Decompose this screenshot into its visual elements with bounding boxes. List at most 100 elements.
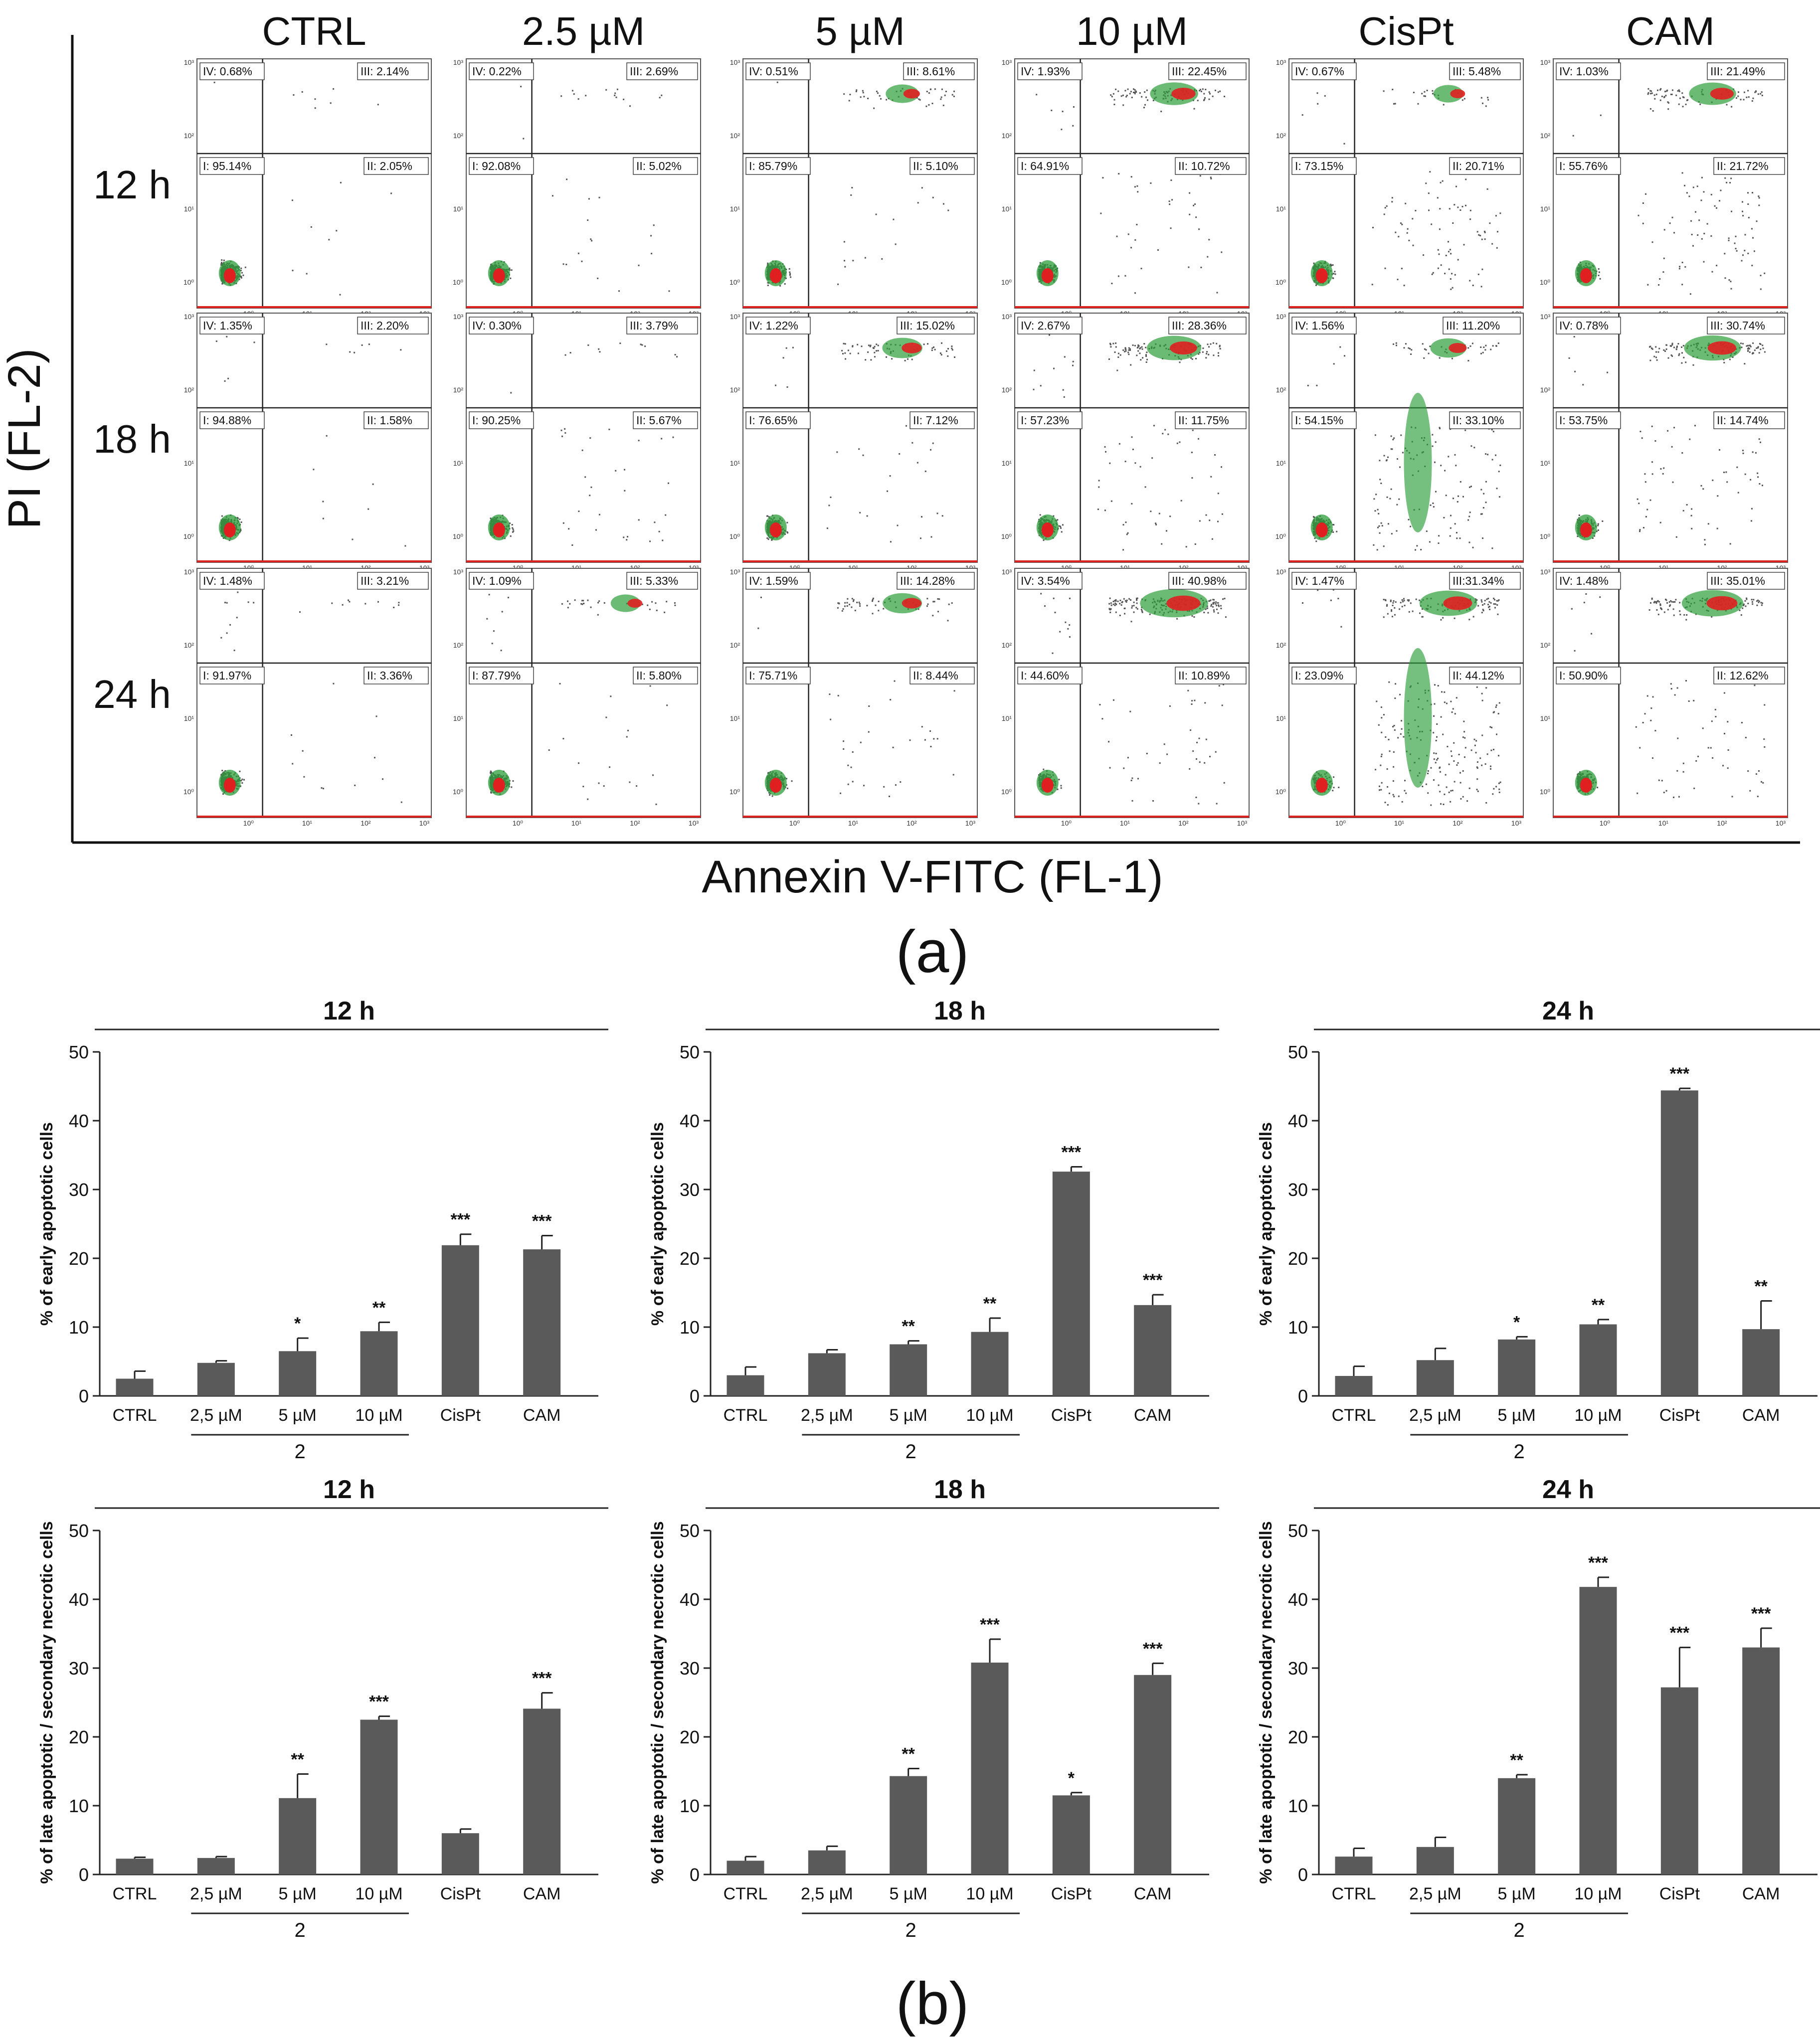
quadrant-iv-percentage: IV: 1.09% — [472, 574, 522, 587]
quadrant-i-percentage: I: 50.90% — [1559, 669, 1608, 682]
x-tick-label: 5 µM — [279, 1884, 317, 1903]
y-tick-label: 10³ — [730, 58, 740, 66]
y-tick-label: 10² — [1002, 386, 1012, 394]
x-tick-label: 10² — [361, 819, 371, 827]
y-tick-label: 40 — [680, 1589, 700, 1610]
bar-cispt — [1660, 1090, 1698, 1396]
x-tick-label: CisPt — [1659, 1406, 1700, 1425]
x-tick-label: 10¹ — [1658, 819, 1669, 827]
significance-marker: ** — [291, 1750, 304, 1769]
cluster-late-green — [610, 594, 641, 612]
quadrant-label-box — [745, 572, 811, 590]
cluster-live-red — [1580, 268, 1592, 283]
significance-marker: * — [1068, 1769, 1075, 1788]
y-tick-label: 10¹ — [1002, 459, 1012, 467]
quadrant-label-box — [199, 411, 265, 429]
quadrant-label-box — [1291, 157, 1357, 175]
quadrant-iv-percentage: IV: 1.48% — [1559, 574, 1609, 587]
quadrant-label-box — [199, 317, 265, 335]
bar-5m — [1498, 1778, 1536, 1874]
y-tick-label: 10² — [1276, 641, 1286, 649]
quadrant-label-box — [897, 317, 975, 335]
quadrant-iv-percentage: IV: 1.56% — [1295, 319, 1344, 332]
y-tick-label: 10⁰ — [1540, 532, 1551, 540]
significance-marker: *** — [1669, 1064, 1689, 1083]
y-tick-label: 10⁰ — [1001, 788, 1012, 796]
significance-marker: ** — [902, 1317, 915, 1336]
quadrant-label-box — [364, 157, 429, 175]
quadrant-label-box — [633, 411, 698, 429]
quadrant-label-box — [1017, 157, 1083, 175]
row-header-24h: 24 h — [93, 672, 171, 716]
quadrant-label-box — [1168, 62, 1247, 80]
bar-10m — [971, 1662, 1009, 1874]
quadrant-iii-percentage: III: 5.48% — [1453, 65, 1501, 78]
scatter-dots — [757, 580, 955, 797]
column-header-ctrl: CTRL — [262, 9, 366, 53]
quadrant-i-percentage: I: 75.71% — [749, 669, 797, 682]
quadrant-label-box — [910, 667, 975, 684]
bar-cam — [1134, 1675, 1172, 1874]
column-header-2-5um: 2.5 µM — [522, 9, 645, 53]
quadrant-iv-percentage: IV: 0.22% — [472, 65, 522, 78]
bar-chart-early-24h: 24 h % of early apoptotic cells 0 10 20 30 40 5… — [1257, 997, 1820, 1463]
x-tick-label: CisPt — [1659, 1884, 1700, 1903]
cluster-late-red — [1166, 595, 1201, 611]
x-tick-label: CAM — [1134, 1884, 1172, 1903]
y-tick-label: 10⁰ — [1001, 532, 1012, 540]
scatter-dots — [1036, 72, 1225, 294]
x-tick-label: 10 µM — [966, 1406, 1013, 1425]
y-axis-label: % of late apoptotic / secondary necrotic… — [1257, 1521, 1275, 1883]
quadrant-iii-percentage: III: 3.79% — [630, 319, 678, 332]
quadrant-label-box — [1556, 62, 1621, 80]
quadrant-label-box — [199, 572, 265, 590]
bar-10m — [1579, 1587, 1617, 1874]
bar-10m — [971, 1332, 1009, 1396]
y-axis-label: % of early apoptotic cells — [648, 1122, 667, 1326]
column-header-cispt: CisPt — [1358, 9, 1454, 53]
y-tick-label: 10⁰ — [183, 788, 194, 796]
quadrant-label-box — [357, 572, 429, 590]
x-tick-label: 10¹ — [848, 819, 859, 827]
y-tick-label: 10⁰ — [1275, 788, 1286, 796]
y-tick-label: 10⁰ — [1540, 788, 1551, 796]
quadrant-label-box — [199, 62, 265, 80]
quadrant-i-percentage: I: 92.08% — [472, 160, 521, 172]
quadrant-ii-percentage: II: 21.72% — [1717, 160, 1769, 172]
cluster-live-red — [1041, 778, 1054, 793]
y-tick-label: 10¹ — [1276, 459, 1286, 467]
cluster-early-green — [1404, 393, 1432, 532]
y-tick-label: 10¹ — [184, 714, 194, 722]
y-tick-label: 10 — [680, 1796, 700, 1816]
bar-chart-late-12h: 12 h % of late apoptotic / secondary necr… — [37, 1475, 608, 1941]
y-tick-label: 10 — [69, 1796, 89, 1816]
x-tick-label: CTRL — [113, 1884, 157, 1903]
cluster-late-red — [1450, 89, 1465, 98]
quadrant-iii-percentage: III: 3.21% — [361, 574, 409, 587]
quadrant-iii-percentage: III: 2.20% — [361, 319, 409, 332]
quadrant-i-percentage: I: 90.25% — [472, 414, 521, 427]
chart-title: 24 h — [1542, 1475, 1594, 1504]
quadrant-i-percentage: I: 91.97% — [203, 669, 251, 682]
scatter-dots — [486, 594, 676, 805]
dot-plot-cispt-24h: 10³ 10² 10¹ 10⁰ 10⁰ 10¹ 10² 10³ IV: 1.47% III:31.… — [1275, 568, 1524, 827]
quadrant-label-box — [745, 411, 811, 429]
significance-marker: ** — [902, 1744, 915, 1763]
quadrant-label-box — [1291, 667, 1357, 684]
quadrant-i-percentage: I: 55.76% — [1559, 160, 1608, 172]
scatter-dots — [1307, 326, 1501, 551]
y-tick-label: 10⁰ — [729, 278, 740, 286]
cluster-live-red — [223, 268, 236, 283]
y-tick-label: 10² — [730, 641, 740, 649]
column-header-10um: 10 µM — [1076, 9, 1188, 53]
x-tick-label: 10 µM — [355, 1884, 402, 1903]
quadrant-iv-percentage: IV: 1.03% — [1559, 65, 1609, 78]
y-tick-label: 40 — [1288, 1111, 1308, 1131]
quadrant-iv-percentage: IV: 0.68% — [203, 65, 252, 78]
quadrant-label-box — [199, 667, 265, 684]
x-tick-label: 10³ — [1776, 819, 1786, 827]
x-tick-label: 10⁰ — [789, 819, 800, 827]
y-tick-label: 30 — [69, 1658, 89, 1679]
